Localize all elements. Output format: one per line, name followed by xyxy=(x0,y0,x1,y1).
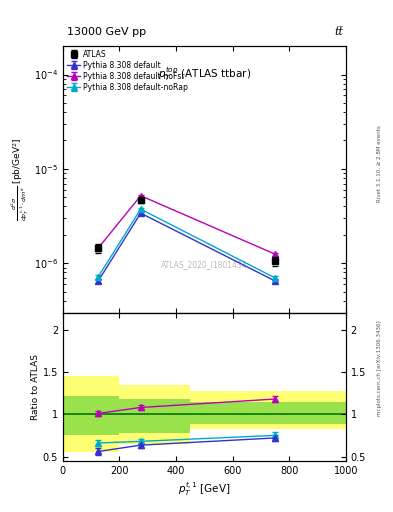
Text: 13000 GeV pp: 13000 GeV pp xyxy=(67,27,146,37)
Bar xyxy=(190,391,346,430)
Y-axis label: $\frac{d^2\sigma}{dp_T^{t,1}\cdot dm^{t\bar{t}}}$ [pb/GeV$^2$]: $\frac{d^2\sigma}{dp_T^{t,1}\cdot dm^{t\… xyxy=(10,138,31,221)
Legend: ATLAS, Pythia 8.308 default, Pythia 8.308 default-noFsr, Pythia 8.308 default-no: ATLAS, Pythia 8.308 default, Pythia 8.30… xyxy=(65,48,189,93)
Bar xyxy=(119,399,190,433)
X-axis label: $p_T^{t,1}$ [GeV]: $p_T^{t,1}$ [GeV] xyxy=(178,481,231,498)
Text: ATLAS_2020_I1801434: ATLAS_2020_I1801434 xyxy=(161,260,248,269)
Y-axis label: Ratio to ATLAS: Ratio to ATLAS xyxy=(31,354,40,420)
Text: $p_T^{top}$ (ATLAS ttbar): $p_T^{top}$ (ATLAS ttbar) xyxy=(158,65,251,82)
Text: tt̅: tt̅ xyxy=(335,27,344,37)
Bar xyxy=(63,396,119,435)
Text: mcplots.cern.ch [arXiv:1306.3436]: mcplots.cern.ch [arXiv:1306.3436] xyxy=(377,321,382,416)
Text: Rivet 3.1.10, ≥ 2.8M events: Rivet 3.1.10, ≥ 2.8M events xyxy=(377,125,382,202)
Bar xyxy=(190,401,346,424)
Bar xyxy=(63,376,119,452)
Bar xyxy=(119,385,190,444)
